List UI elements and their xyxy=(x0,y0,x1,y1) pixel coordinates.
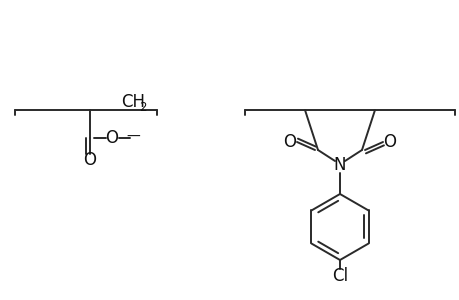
Text: CH: CH xyxy=(121,93,145,111)
Text: O: O xyxy=(283,133,296,151)
Text: O: O xyxy=(105,129,118,147)
Text: N: N xyxy=(333,156,346,174)
Text: O: O xyxy=(84,151,96,169)
Text: —: — xyxy=(126,130,140,144)
Text: Cl: Cl xyxy=(331,267,347,285)
Text: O: O xyxy=(383,133,396,151)
Text: 2: 2 xyxy=(139,100,146,113)
